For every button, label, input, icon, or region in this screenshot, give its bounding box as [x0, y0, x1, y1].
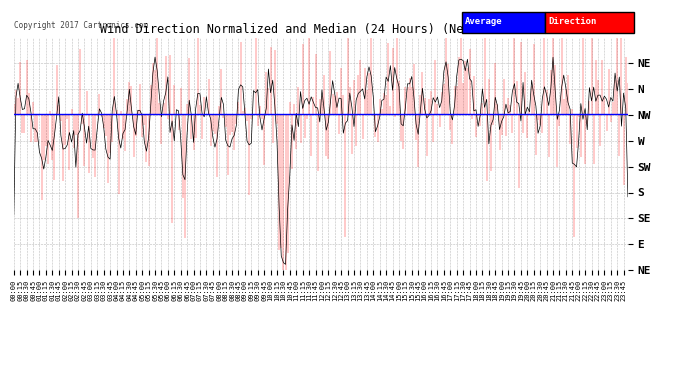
Text: Average: Average: [465, 16, 503, 26]
FancyBboxPatch shape: [462, 12, 545, 33]
Title: Wind Direction Normalized and Median (24 Hours) (New) 20170626: Wind Direction Normalized and Median (24…: [100, 23, 542, 36]
FancyBboxPatch shape: [545, 12, 634, 33]
Text: Copyright 2017 Cartronics.com: Copyright 2017 Cartronics.com: [14, 21, 148, 30]
Text: Direction: Direction: [548, 16, 596, 26]
